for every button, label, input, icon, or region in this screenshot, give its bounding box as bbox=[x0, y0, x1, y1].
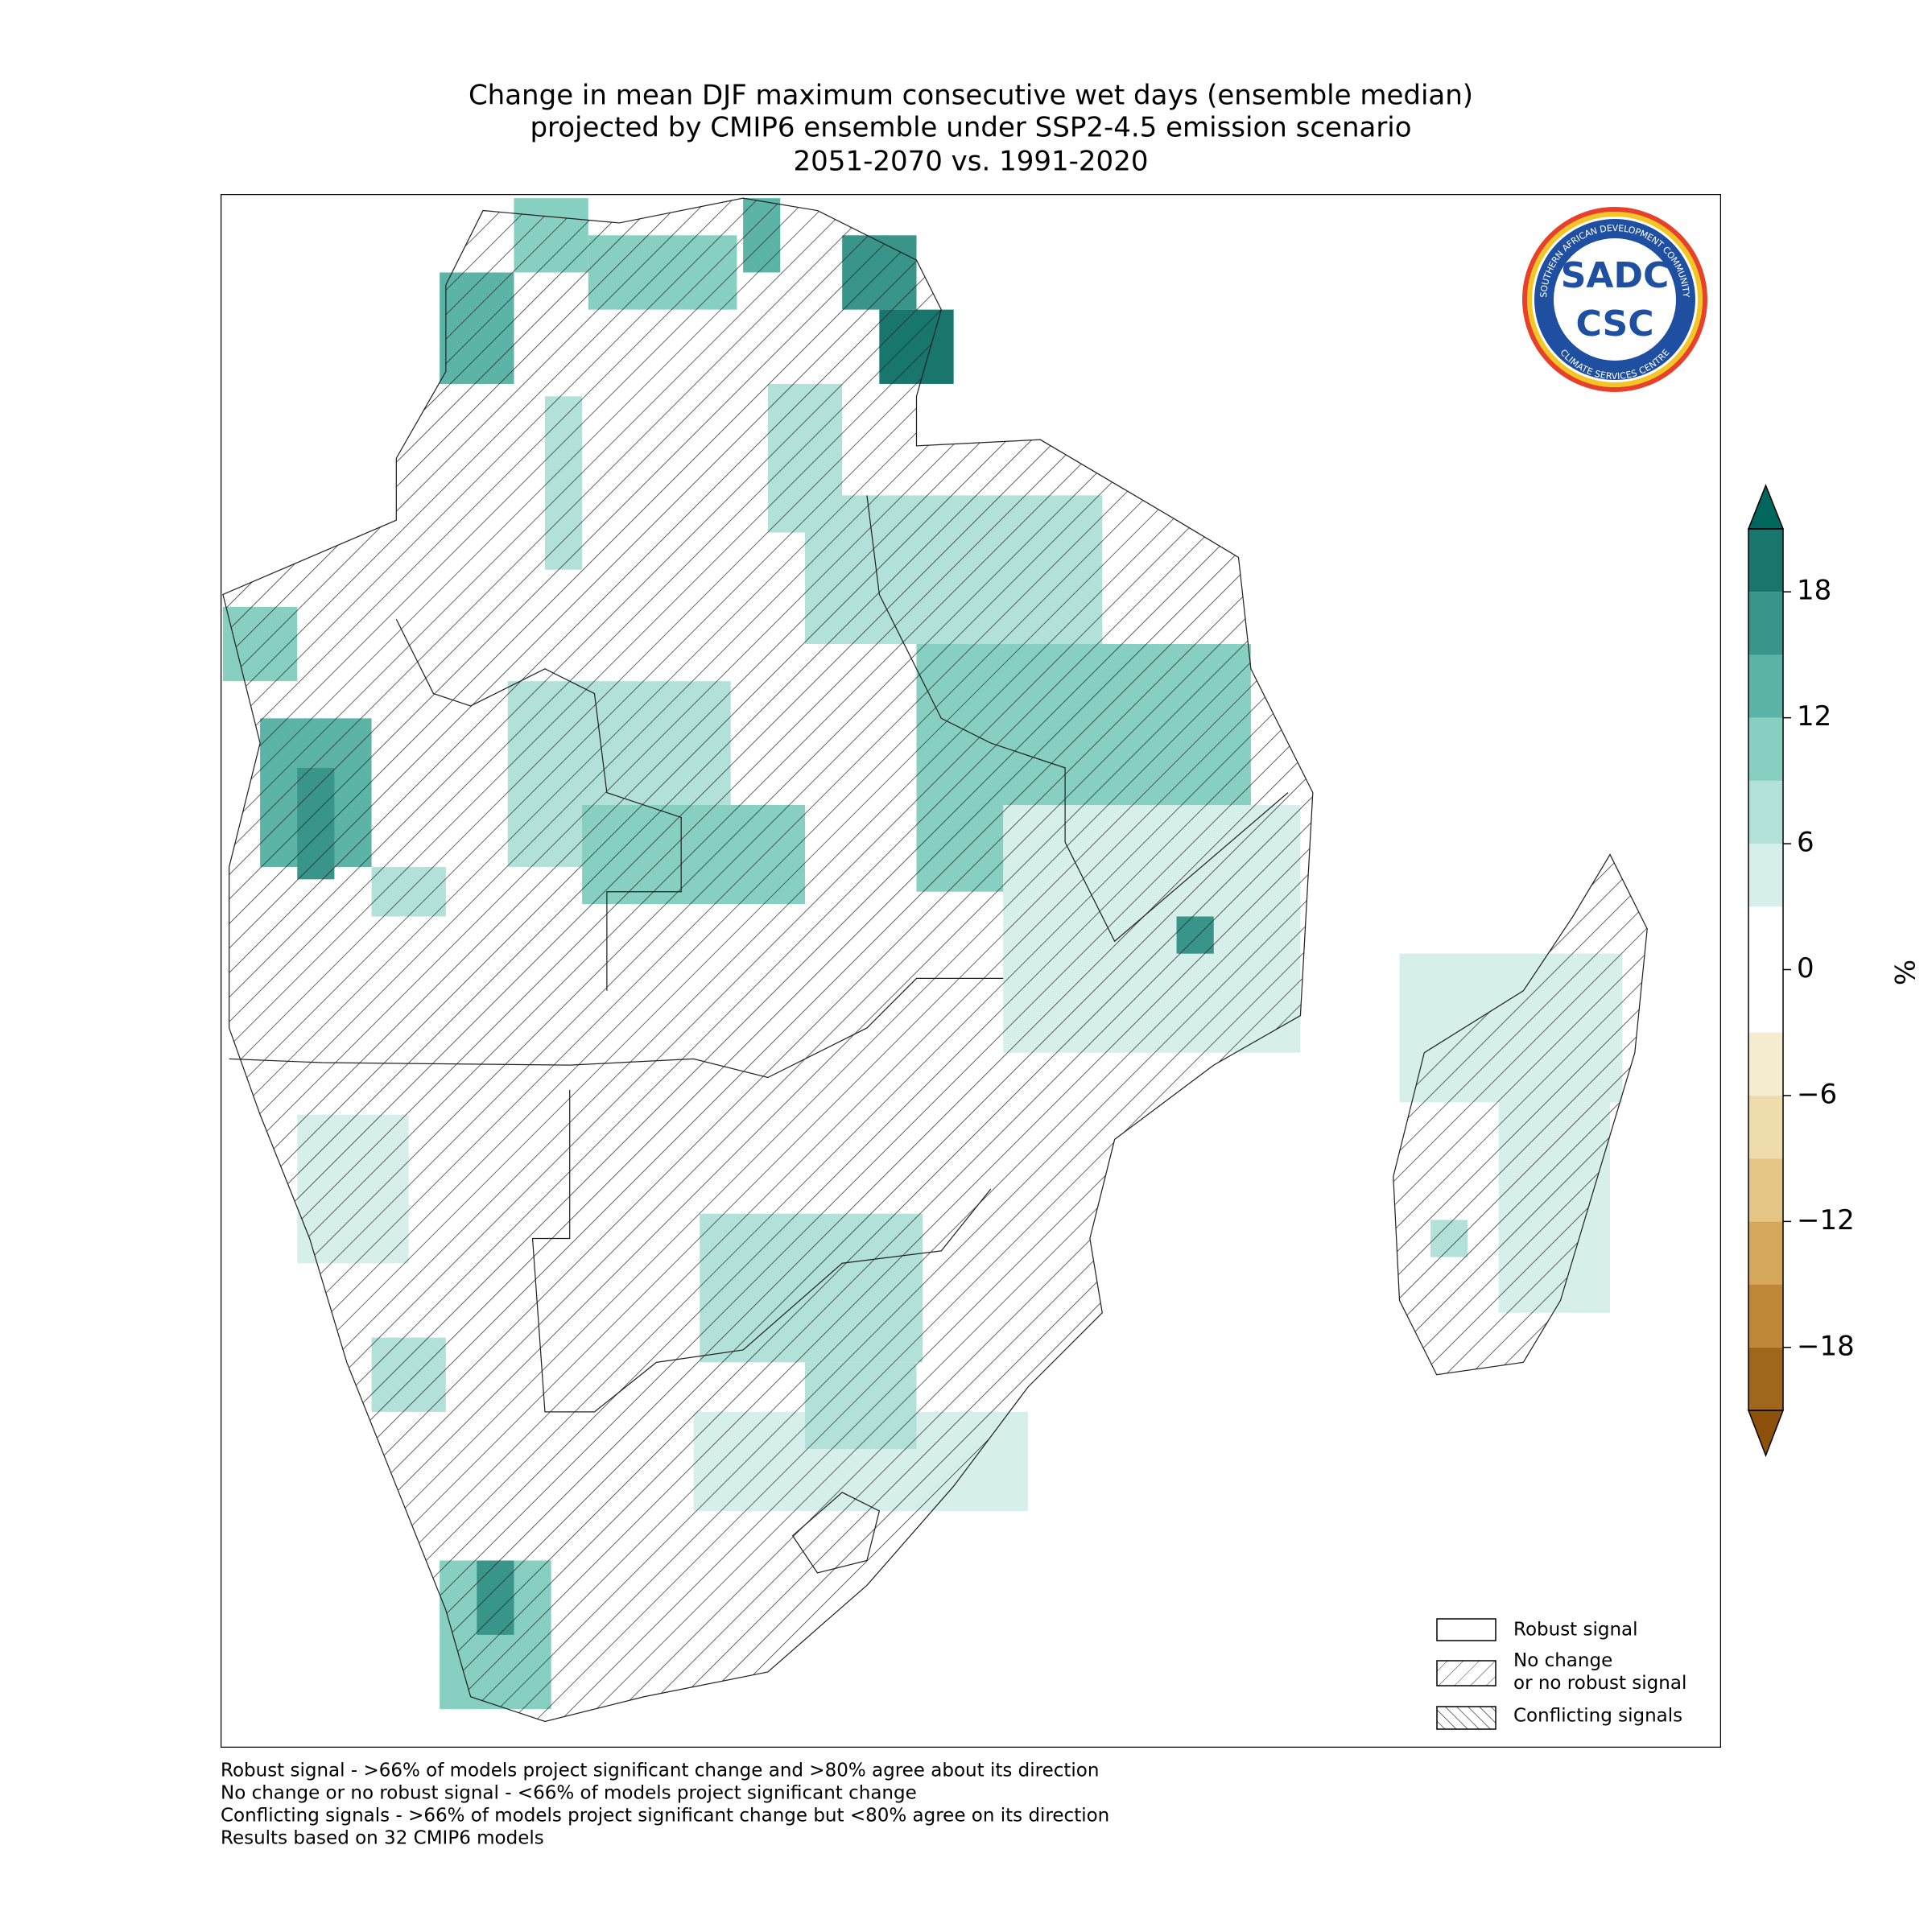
legend-label: No change or no robust signal bbox=[1513, 1650, 1686, 1694]
legend-swatch bbox=[1436, 1660, 1496, 1686]
footnotes: Robust signal - >66% of models project s… bbox=[221, 1761, 1109, 1849]
title-line: projected by CMIP6 ensemble under SSP2-4… bbox=[530, 112, 1411, 144]
logo-text: SADC bbox=[1561, 255, 1670, 296]
title-line: 2051-2070 vs. 1991-2020 bbox=[794, 146, 1149, 178]
footnote: Conflicting signals - >66% of models pro… bbox=[221, 1806, 1109, 1827]
land bbox=[222, 197, 1648, 1723]
colorbar-extend-high bbox=[1747, 483, 1785, 530]
border bbox=[531, 1089, 992, 1413]
colorbar-band bbox=[1748, 654, 1783, 718]
colorbar-band bbox=[1748, 1347, 1783, 1410]
border bbox=[395, 618, 682, 991]
footnote: No change or no robust signal - <66% of … bbox=[221, 1783, 917, 1804]
colorbar-tick-label: −6 bbox=[1797, 1078, 1837, 1110]
mainland bbox=[222, 197, 1314, 1723]
colorbar-extend-low bbox=[1747, 1410, 1785, 1458]
footnote: Results based on 32 CMIP6 models bbox=[221, 1828, 544, 1849]
lesotho bbox=[791, 1492, 881, 1574]
colorbar-band bbox=[1748, 1158, 1783, 1222]
title-line: Change in mean DJF maximum consecutive w… bbox=[469, 80, 1473, 112]
logo-inner bbox=[1554, 238, 1676, 361]
logo-ring bbox=[1522, 207, 1707, 392]
madagascar bbox=[1393, 853, 1648, 1376]
legend: Robust signal No change or no robust signa… bbox=[1436, 1618, 1686, 1730]
colorbar-band bbox=[1748, 1032, 1783, 1096]
colorbar-tick-label: 12 bbox=[1797, 700, 1831, 733]
colorbar-band bbox=[1748, 1095, 1783, 1159]
colorbar-tick-label: −12 bbox=[1797, 1204, 1855, 1236]
colorbar-band bbox=[1748, 1284, 1783, 1348]
legend-swatch bbox=[1436, 1706, 1496, 1730]
legend-label: Conflicting signals bbox=[1513, 1706, 1682, 1727]
map bbox=[221, 194, 1721, 1748]
colorbar-label: % bbox=[1890, 960, 1922, 985]
logo: SADC CSC SOUTHERN AFRICAN DEVELOPMENT CO… bbox=[1522, 207, 1707, 392]
colorbar-tick-label: −18 bbox=[1797, 1330, 1855, 1362]
colorbar-band bbox=[1748, 529, 1783, 592]
colorbar-tick-label: 18 bbox=[1797, 575, 1831, 607]
colorbar: % 18 12 6 0 −6 −12 −18 bbox=[1747, 483, 1922, 1458]
legend-swatch bbox=[1436, 1618, 1496, 1641]
logo-text: CSC bbox=[1575, 303, 1653, 345]
border bbox=[866, 495, 1289, 943]
logo-ring bbox=[1527, 212, 1703, 387]
border bbox=[229, 977, 1004, 1079]
footnote: Robust signal - >66% of models project s… bbox=[221, 1761, 1099, 1781]
colorbar-tick-label: 0 bbox=[1797, 952, 1814, 985]
colorbar-band bbox=[1748, 780, 1783, 844]
colorbar-band bbox=[1748, 717, 1783, 781]
colorbar-band bbox=[1748, 906, 1783, 1033]
colorbar-band bbox=[1748, 844, 1783, 907]
title: Change in mean DJF maximum consecutive w… bbox=[469, 80, 1473, 178]
colorbar-tick-label: 6 bbox=[1797, 827, 1814, 859]
colorbar-band bbox=[1748, 1221, 1783, 1285]
colorbar-band bbox=[1748, 592, 1783, 655]
legend-label: Robust signal bbox=[1513, 1620, 1638, 1641]
